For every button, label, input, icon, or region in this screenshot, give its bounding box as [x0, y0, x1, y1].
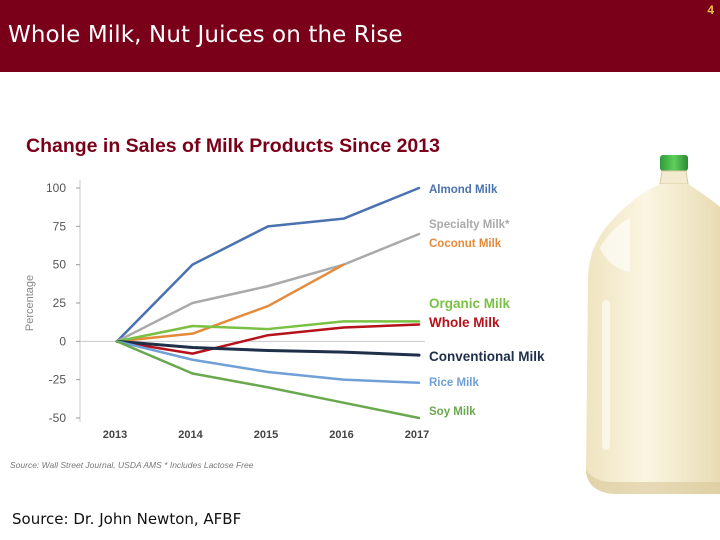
chart-title: Change in Sales of Milk Products Since 2…	[26, 135, 440, 157]
series-line-conventional-milk	[115, 339, 421, 357]
y-axis-label: Percentage	[24, 275, 36, 331]
x-tick-label: 2013	[103, 429, 127, 441]
series-line-organic-milk	[115, 320, 421, 343]
x-tick-label: 2017	[405, 429, 429, 441]
series-label-soy-milk: Soy Milk	[429, 406, 476, 418]
chart-source-note: Source: Wall Street Journal, USDA AMS * …	[10, 460, 254, 470]
series-label-whole-milk: Whole Milk	[429, 315, 500, 330]
series-line-whole-milk	[115, 323, 421, 355]
y-tick-label: 75	[53, 219, 67, 233]
series-line-specialty-milk	[115, 232, 421, 343]
x-tick-label: 2016	[329, 429, 353, 441]
series-line-coconut-milk	[115, 263, 345, 343]
y-tick-label: 0	[59, 334, 66, 348]
x-tick-label: 2014	[178, 429, 203, 441]
series-label-conventional-milk: Conventional Milk	[429, 349, 545, 364]
slide-header: Whole Milk, Nut Juices on the Rise 4	[0, 0, 720, 72]
series-line-almond-milk	[115, 186, 421, 343]
series-label-coconut-milk: Coconut Milk	[429, 238, 502, 250]
y-tick-label: 50	[53, 258, 67, 272]
y-tick-label: 25	[53, 296, 67, 310]
series-label-organic-milk: Organic Milk	[429, 296, 511, 311]
series-label-specialty-milk: Specialty Milk*	[429, 219, 510, 231]
milk-jug-image	[586, 155, 720, 494]
source-credit: Source: Dr. John Newton, AFBF	[12, 510, 242, 528]
y-tick-label: -50	[49, 411, 67, 425]
page-number: 4	[707, 3, 714, 17]
series-label-rice-milk: Rice Milk	[429, 377, 479, 389]
y-tick-label: -25	[49, 373, 67, 387]
series-label-almond-milk: Almond Milk	[429, 184, 498, 196]
milk-sales-chart: Change in Sales of Milk Products Since 2…	[10, 135, 545, 470]
series-line-soy-milk	[115, 340, 421, 420]
y-tick-label: 100	[46, 181, 66, 195]
x-tick-label: 2015	[254, 429, 278, 441]
series-line-rice-milk	[115, 340, 421, 384]
slide-title: Whole Milk, Nut Juices on the Rise	[8, 22, 403, 48]
